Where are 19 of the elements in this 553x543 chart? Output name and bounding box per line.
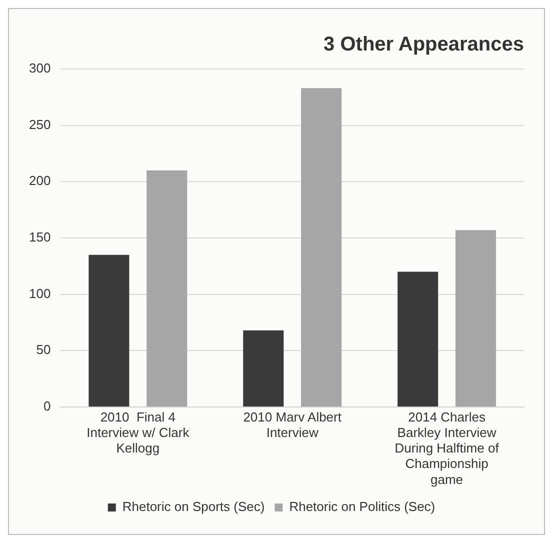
legend-label: Rhetoric on Sports (Sec)	[122, 499, 265, 514]
x-tick-label: 2010 Marv Albert Interview	[243, 409, 342, 440]
y-tick-label: 0	[43, 398, 51, 414]
x-tick-label: 2014 Charles Barkley Interview During Halftime of Championship game	[394, 409, 500, 487]
bar	[146, 170, 188, 406]
x-tick-label: 2010 Final 4 Interview w/ Clark Kellogg	[86, 409, 190, 456]
bar	[88, 254, 130, 406]
y-tick-label: 200	[28, 173, 51, 188]
bar	[243, 330, 284, 406]
y-tick-label: 100	[28, 286, 51, 301]
y-tick-label: 250	[28, 116, 51, 132]
y-tick-label: 150	[28, 230, 51, 245]
legend-label: Rhetoric on Politics (Sec)	[289, 499, 436, 514]
bar	[301, 88, 342, 406]
y-tick-label: 50	[36, 342, 51, 358]
chart-title: 3 Other Appearances	[324, 34, 524, 56]
bar	[455, 230, 496, 406]
bar	[398, 272, 438, 406]
y-tick-label: 300	[28, 60, 51, 76]
